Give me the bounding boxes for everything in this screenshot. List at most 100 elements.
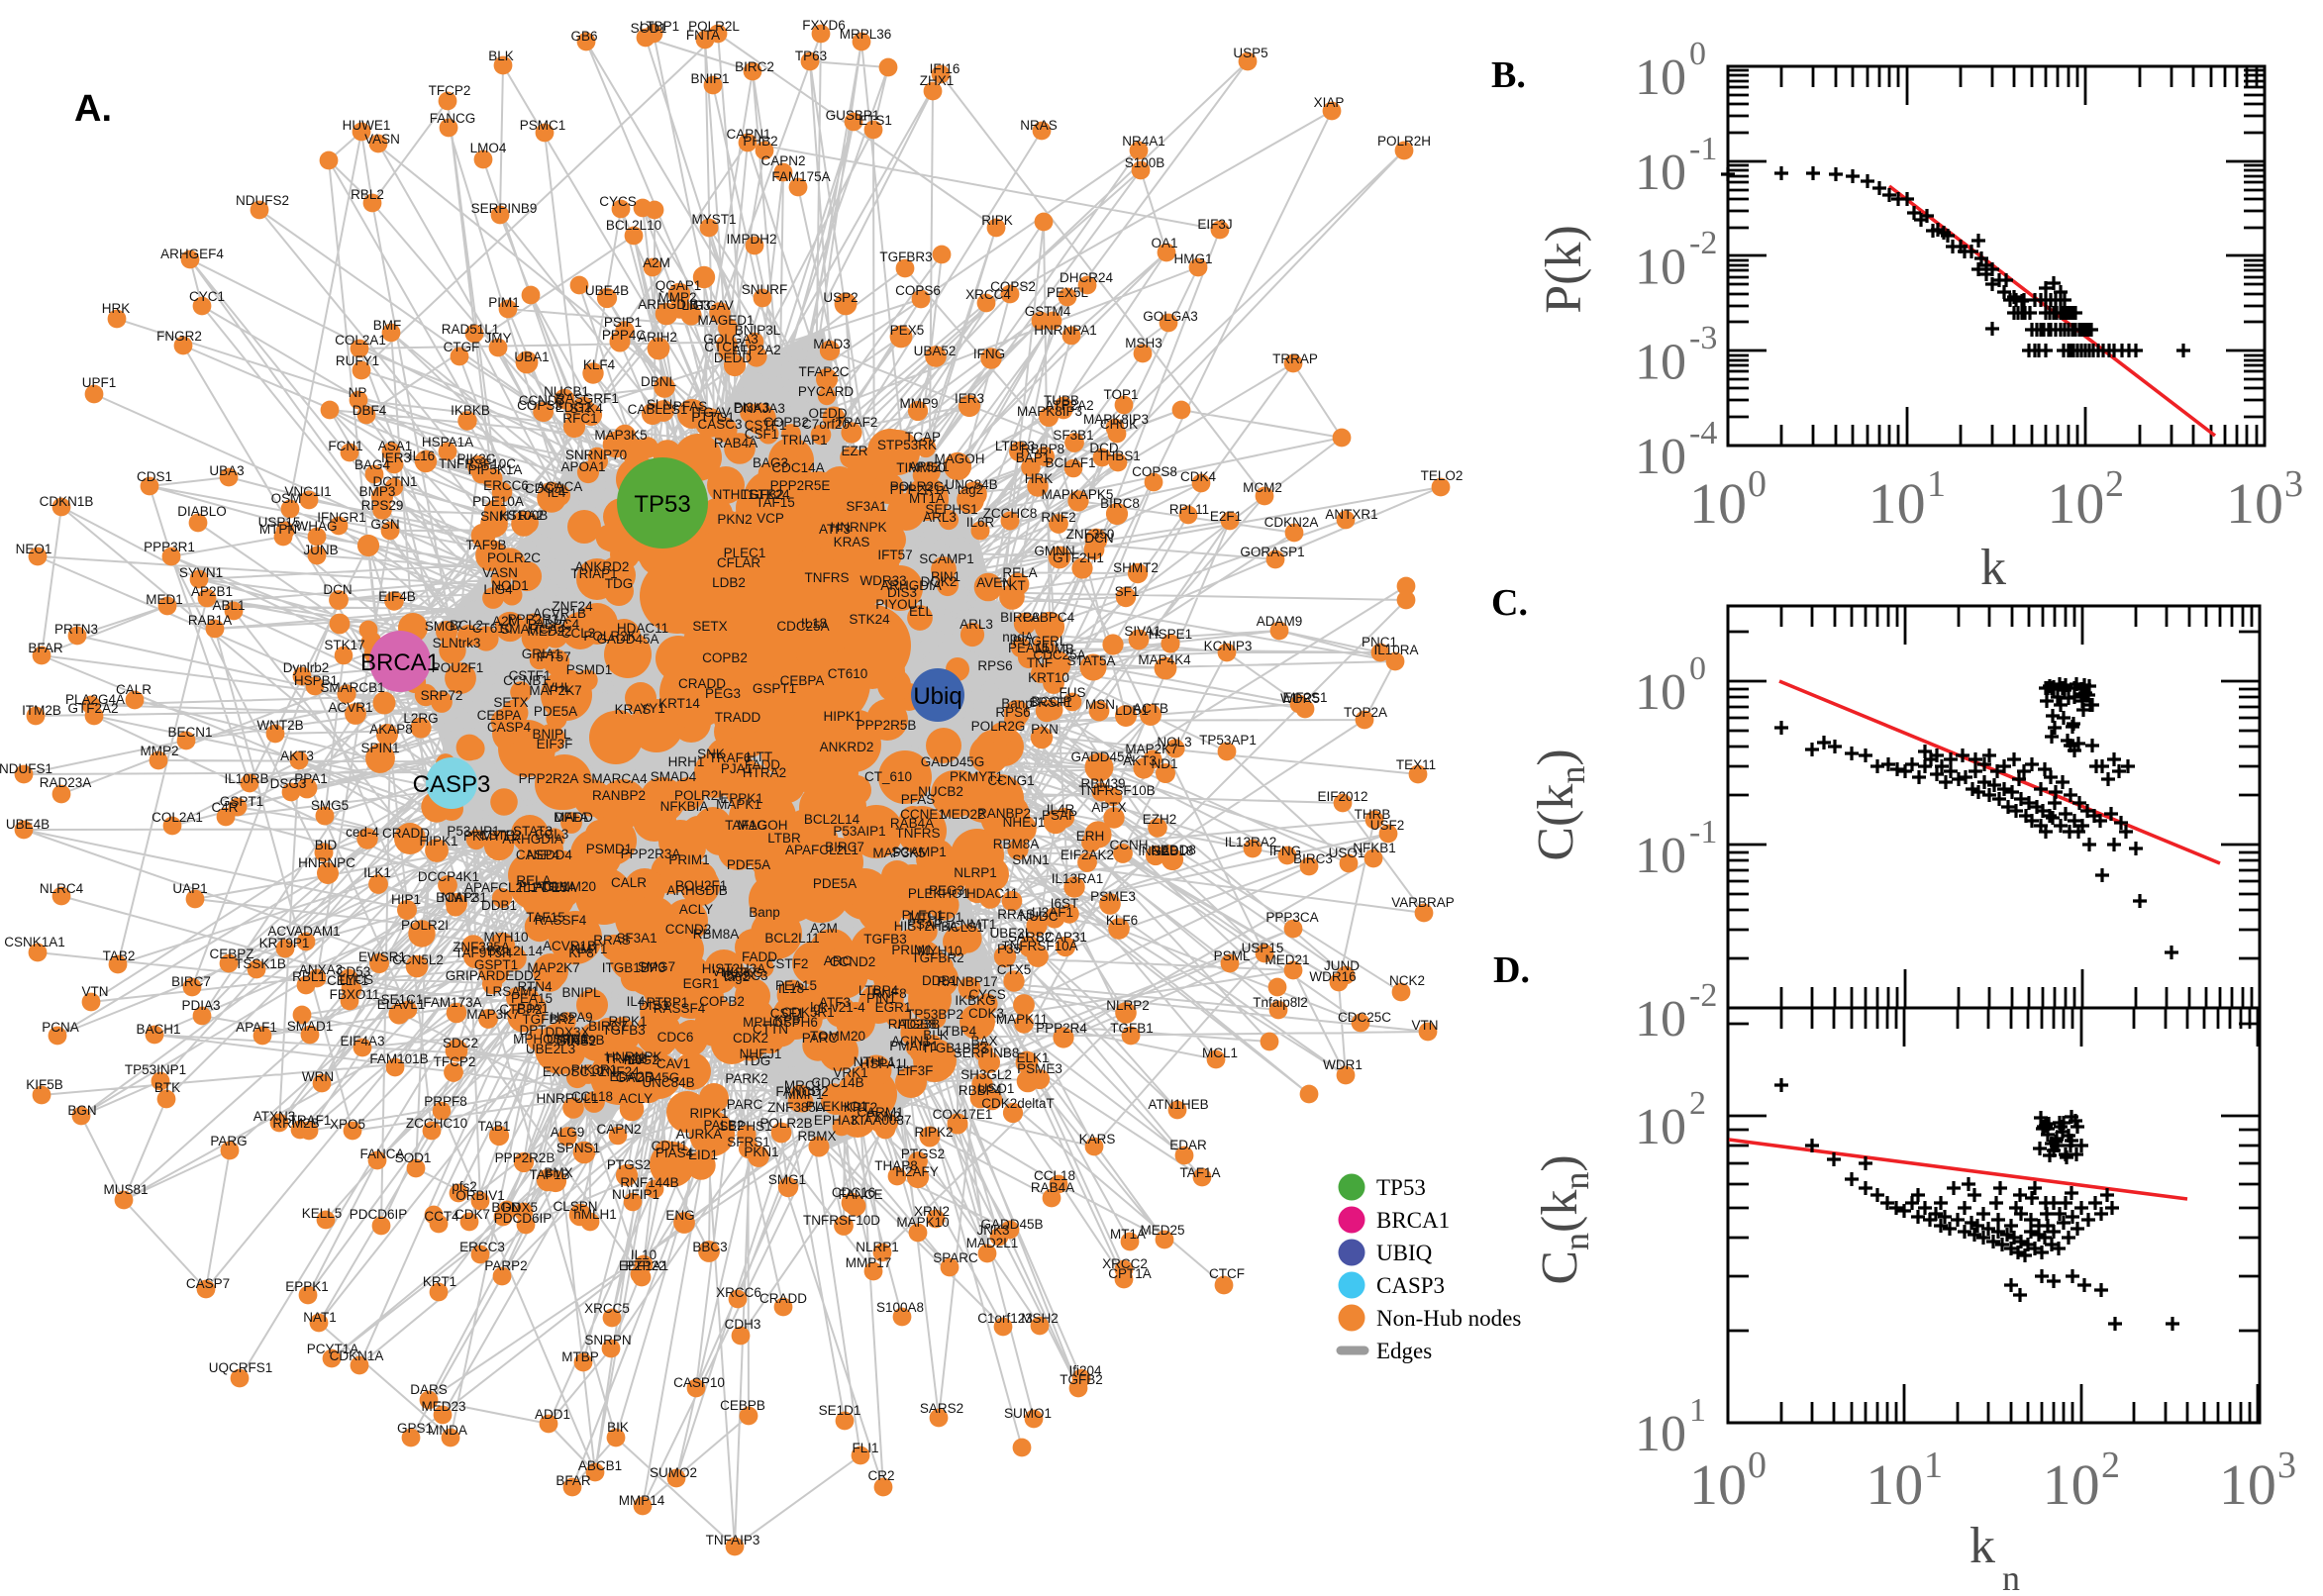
svg-text:WDR5: WDR5 <box>1280 691 1320 706</box>
svg-text:POLR2I: POLR2I <box>674 788 722 803</box>
svg-text:IL10: IL10 <box>631 1247 656 1262</box>
svg-text:OA1: OA1 <box>1151 236 1177 250</box>
svg-text:3: 3 <box>2277 1445 2296 1486</box>
svg-text:TFCP2: TFCP2 <box>429 83 471 98</box>
svg-text:PKN2: PKN2 <box>717 512 752 527</box>
svg-text:COX17E1: COX17E1 <box>933 1107 993 1122</box>
svg-text:PKMYT1: PKMYT1 <box>950 769 1003 784</box>
svg-text:CELF1: CELF1 <box>327 973 368 988</box>
svg-text:Ubiq: Ubiq <box>913 683 961 710</box>
svg-text:AKT3: AKT3 <box>1123 753 1157 768</box>
svg-text:RAD51L1: RAD51L1 <box>442 322 500 337</box>
svg-text:POLR2H: POLR2H <box>1377 134 1431 149</box>
svg-text:MAP2K7: MAP2K7 <box>527 960 579 975</box>
svg-text:CALR: CALR <box>116 682 152 697</box>
svg-text:NMT2: NMT2 <box>442 890 478 905</box>
svg-text:UBIQ: UBIQ <box>1376 1241 1433 1265</box>
svg-text:C4R: C4R <box>211 800 238 815</box>
svg-text:MAPKAPK5: MAPKAPK5 <box>1042 487 1114 502</box>
svg-text:CDK3: CDK3 <box>968 1006 1004 1021</box>
svg-text:GADD45A: GADD45A <box>1070 749 1133 764</box>
svg-text:CDC25C: CDC25C <box>1338 1010 1391 1025</box>
svg-text:TNFRSF10D: TNFRSF10D <box>803 1213 880 1228</box>
svg-text:IL6R: IL6R <box>966 515 995 530</box>
svg-text:HTRA2: HTRA2 <box>500 508 544 523</box>
svg-text:EIF2012: EIF2012 <box>1317 789 1367 804</box>
svg-text:hMLH1: hMLH1 <box>573 1207 617 1222</box>
svg-text:ARHGDIB: ARHGDIB <box>638 297 699 312</box>
svg-text:Cn(kn): Cn(kn) <box>1532 1154 1596 1284</box>
svg-text:CDKN2A: CDKN2A <box>1264 515 1319 530</box>
svg-text:D.: D. <box>1493 949 1530 991</box>
svg-text:MMP1: MMP1 <box>784 1087 823 1102</box>
svg-text:SUMO1: SUMO1 <box>1004 1406 1052 1421</box>
svg-text:PPP2R4: PPP2R4 <box>1036 1021 1087 1036</box>
svg-text:TDG: TDG <box>605 576 634 591</box>
svg-text:PARP2: PARP2 <box>484 1258 527 1273</box>
svg-text:TP53: TP53 <box>1376 1175 1426 1200</box>
svg-text:JUNB: JUNB <box>303 543 338 557</box>
svg-text:OSM: OSM <box>271 491 302 506</box>
svg-text:TAF15: TAF15 <box>756 495 795 510</box>
svg-text:PEX5: PEX5 <box>890 323 925 338</box>
svg-text:HSPA1A: HSPA1A <box>422 435 473 449</box>
svg-text:APAFCL2L1: APAFCL2L1 <box>785 843 858 857</box>
svg-text:CASP3: CASP3 <box>1376 1273 1445 1298</box>
svg-text:CASP4: CASP4 <box>487 720 532 735</box>
svg-text:FANCG: FANCG <box>430 111 476 126</box>
svg-text:COPS8: COPS8 <box>1132 464 1177 479</box>
svg-text:STP53RK: STP53RK <box>877 438 937 452</box>
svg-text:SERPINB8: SERPINB8 <box>954 1046 1020 1060</box>
svg-text:PZP22: PZP22 <box>625 1258 665 1273</box>
svg-text:EIF2AK2: EIF2AK2 <box>1060 848 1114 862</box>
svg-text:KRT2: KRT2 <box>844 1100 877 1115</box>
svg-text:IL13RA1: IL13RA1 <box>1052 871 1104 886</box>
svg-text:BAP1: BAP1 <box>1016 450 1051 465</box>
svg-text:CEBPA: CEBPA <box>780 673 825 688</box>
svg-text:10: 10 <box>1635 1099 1686 1155</box>
svg-text:VTN: VTN <box>82 984 109 999</box>
svg-text:NLRP1: NLRP1 <box>954 865 997 880</box>
svg-text:CDC25A: CDC25A <box>1033 648 1085 662</box>
svg-text:RRAS: RRAS <box>997 907 1035 922</box>
svg-text:BCL2L11: BCL2L11 <box>764 931 819 946</box>
svg-text:BGN: BGN <box>67 1103 96 1118</box>
svg-text:STK17: STK17 <box>324 638 364 652</box>
svg-text:PEG3: PEG3 <box>705 686 741 701</box>
svg-text:PSMD1: PSMD1 <box>566 662 613 677</box>
svg-text:PEA15: PEA15 <box>1008 641 1050 655</box>
svg-text:BFAR: BFAR <box>556 1473 591 1488</box>
svg-text:Tnfaip8l2: Tnfaip8l2 <box>1253 995 1308 1010</box>
svg-text:RUFY1: RUFY1 <box>336 353 379 368</box>
svg-text:ANXA3: ANXA3 <box>299 962 343 977</box>
svg-text:DDX3X: DDX3X <box>545 1025 589 1040</box>
svg-text:10: 10 <box>2043 1452 2100 1517</box>
svg-text:CHUK: CHUK <box>1100 417 1138 432</box>
svg-text:GPS1: GPS1 <box>397 1421 433 1436</box>
svg-text:CALR: CALR <box>611 875 647 890</box>
svg-text:Non-Hub nodes: Non-Hub nodes <box>1376 1306 1521 1331</box>
svg-text:RAB1A: RAB1A <box>188 613 232 628</box>
svg-text:ACTB: ACTB <box>1133 701 1168 716</box>
svg-text:TOP2A: TOP2A <box>1344 705 1387 720</box>
svg-text:KRT10: KRT10 <box>1028 670 1069 685</box>
svg-text:VCP: VCP <box>757 511 784 526</box>
svg-text:NUFIP1: NUFIP1 <box>612 1187 659 1202</box>
svg-text:ATP2A2: ATP2A2 <box>732 343 780 357</box>
svg-text:ALG9: ALG9 <box>551 1125 585 1140</box>
svg-text:SOD1: SOD1 <box>631 21 667 36</box>
svg-text:GSPT1: GSPT1 <box>220 794 263 809</box>
svg-text:USO1: USO1 <box>978 1081 1015 1096</box>
svg-text:SERPINB9: SERPINB9 <box>471 201 538 216</box>
svg-text:FCN1: FCN1 <box>328 439 362 453</box>
svg-text:E2F1: E2F1 <box>1210 509 1242 524</box>
svg-text:MMP2: MMP2 <box>140 744 178 758</box>
svg-text:SMN1: SMN1 <box>1012 852 1050 867</box>
svg-text:10: 10 <box>1635 334 1686 390</box>
svg-text:CDKN1A: CDKN1A <box>330 1348 384 1363</box>
svg-text:CDH3: CDH3 <box>725 1317 761 1332</box>
svg-text:SF3A1: SF3A1 <box>846 499 886 514</box>
svg-text:GSPT1: GSPT1 <box>753 681 796 696</box>
svg-text:PXN: PXN <box>1031 722 1059 737</box>
svg-text:ING2: ING2 <box>1138 844 1169 858</box>
